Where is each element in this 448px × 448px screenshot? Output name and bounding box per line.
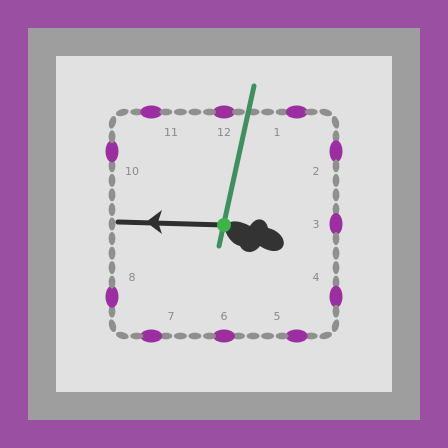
tick-marks xyxy=(105,105,343,343)
minute-tick xyxy=(159,332,173,340)
minute-tick xyxy=(108,232,116,245)
minute-tick xyxy=(331,115,340,129)
minute-tick xyxy=(108,246,116,260)
hour-tick xyxy=(213,105,235,119)
minute-tick xyxy=(108,319,117,333)
minute-tick xyxy=(130,332,144,340)
minute-tick xyxy=(108,173,116,187)
hour-tick xyxy=(105,140,119,163)
hour-numerals: 12 1 2 3 4 5 6 7 8 10 11 xyxy=(125,126,320,323)
minute-tick xyxy=(108,261,116,275)
minute-tick xyxy=(108,203,116,216)
minute-tick xyxy=(319,331,333,340)
hour-hand xyxy=(224,219,284,252)
numeral-12: 12 xyxy=(217,126,231,139)
hour-tick xyxy=(329,285,343,308)
minute-tick xyxy=(203,332,216,340)
minute-tick xyxy=(332,232,340,245)
hour-tick xyxy=(285,329,308,343)
numeral-7: 7 xyxy=(168,310,175,323)
minute-tick xyxy=(203,108,216,116)
minute-tick xyxy=(232,332,245,340)
minute-tick xyxy=(332,130,340,144)
minute-tick xyxy=(246,332,260,340)
hour-tick xyxy=(285,105,308,119)
minute-tick xyxy=(173,108,187,116)
minute-tick xyxy=(159,108,173,116)
minute-tick xyxy=(108,130,116,144)
minute-tick xyxy=(130,108,144,116)
minute-tick xyxy=(232,108,245,116)
minute-tick xyxy=(108,159,116,173)
center-cap xyxy=(217,218,231,232)
numeral-3: 3 xyxy=(313,218,320,231)
numeral-8: 8 xyxy=(129,271,136,284)
minute-tick xyxy=(173,332,187,340)
minute-tick xyxy=(332,203,340,216)
hour-tick xyxy=(105,285,119,308)
minute-tick xyxy=(115,108,129,117)
minute-tick xyxy=(275,108,289,116)
minute-tick xyxy=(304,332,318,340)
minute-tick xyxy=(108,304,116,318)
numeral-6: 6 xyxy=(221,310,228,323)
hour-tick xyxy=(329,140,343,163)
minute-tick xyxy=(319,108,333,117)
hour-tick xyxy=(213,329,235,343)
minute-tick xyxy=(331,319,340,333)
minute-tick xyxy=(188,108,202,116)
minute-tick xyxy=(115,331,129,340)
numeral-5: 5 xyxy=(274,310,281,323)
minute-tick xyxy=(304,108,318,116)
hour-tick xyxy=(140,105,163,119)
minute-tick xyxy=(188,332,202,340)
minute-tick xyxy=(261,332,275,340)
numeral-11: 11 xyxy=(164,126,178,139)
minute-tick xyxy=(332,304,340,318)
numeral-2: 2 xyxy=(313,165,320,178)
numeral-10: 10 xyxy=(125,165,139,178)
minute-tick xyxy=(275,332,289,340)
minute-tick xyxy=(332,261,340,275)
hour-tick xyxy=(140,329,163,343)
minute-tick xyxy=(332,173,340,187)
minute-tick xyxy=(108,115,117,129)
minute-tick xyxy=(108,188,116,202)
numeral-1: 1 xyxy=(274,126,281,139)
minute-tick xyxy=(261,108,275,116)
minute-tick xyxy=(108,275,116,289)
minute-tick xyxy=(332,159,340,173)
minute-tick xyxy=(108,217,116,231)
numeral-4: 4 xyxy=(313,271,320,284)
minute-tick xyxy=(332,246,340,260)
minute-tick xyxy=(332,275,340,289)
minute-hand xyxy=(115,210,227,234)
minute-tick xyxy=(332,188,340,202)
hour-tick xyxy=(329,213,343,235)
